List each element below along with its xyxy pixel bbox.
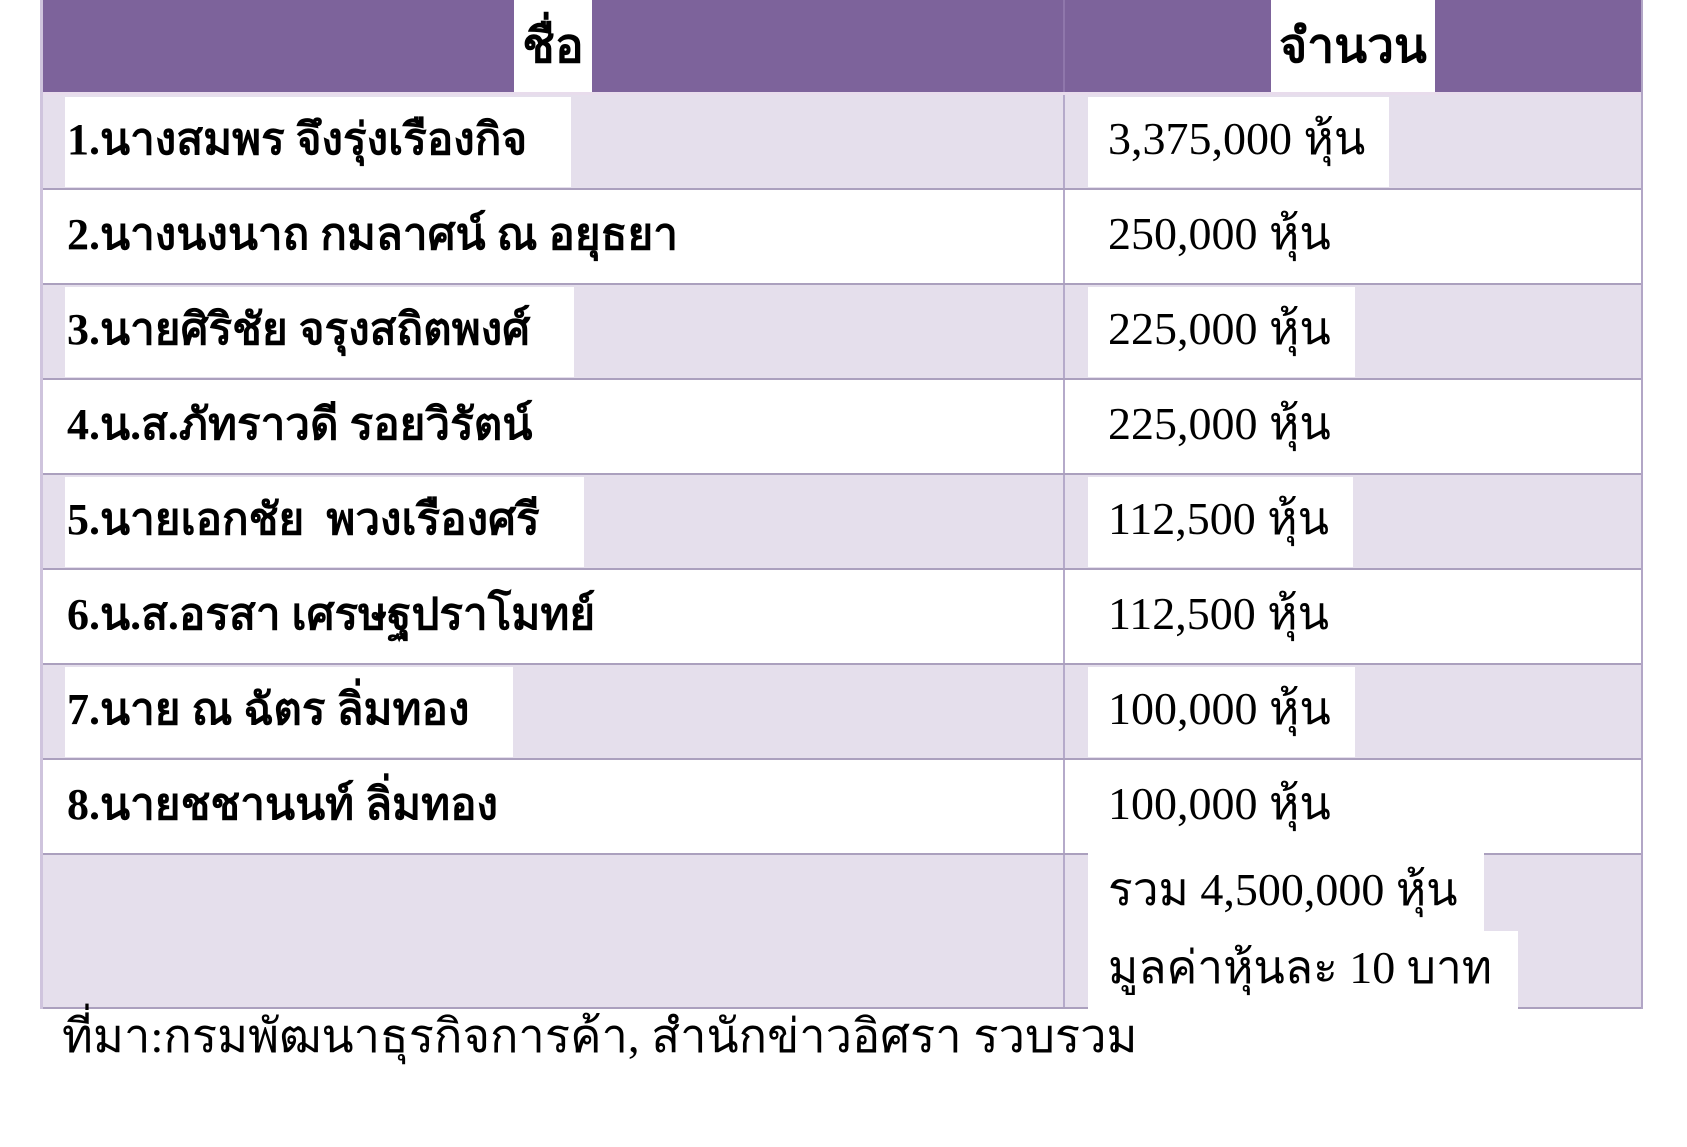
shareholder-table: ชื่อ จำนวน 1.นางสมพร จึงรุ่งเรืองกิจ 3,3… <box>40 0 1643 1009</box>
share-amount: 100,000 หุ้น <box>1088 666 1355 757</box>
amount-cell: 100,000 หุ้น <box>1063 665 1641 758</box>
summary-total-shares: รวม 4,500,000 หุ้น <box>1088 853 1484 931</box>
name-cell: 7.นาย ณ ฉัตร ลิ่มทอง <box>43 665 1063 758</box>
table-row: 3.นายศิริชัย จรุงสถิตพงศ์ 225,000 หุ้น <box>43 285 1641 380</box>
share-amount: 3,375,000 หุ้น <box>1088 96 1390 187</box>
name-cell: 1.นางสมพร จึงรุ่งเรืองกิจ <box>43 95 1063 188</box>
summary-row: รวม 4,500,000 หุ้น มูลค่าหุ้นละ 10 บาท <box>43 853 1641 1009</box>
name-cell: 8.นายชชานนท์ ลิ่มทอง <box>43 760 1063 853</box>
summary-amount-cell: รวม 4,500,000 หุ้น มูลค่าหุ้นละ 10 บาท <box>1063 853 1641 1009</box>
table-row: 7.นาย ณ ฉัตร ลิ่มทอง 100,000 หุ้น <box>43 665 1641 760</box>
source-caption: ที่มา:กรมพัฒนาธุรกิจการค้า, สำนักข่าวอิศ… <box>62 1011 1138 1063</box>
table-row: 4.น.ส.ภัทราวดี รอยวิรัตน์ 225,000 หุ้น <box>43 380 1641 475</box>
table-row: 8.นายชชานนท์ ลิ่มทอง 100,000 หุ้น <box>43 760 1641 855</box>
name-cell: 5.นายเอกชัย พวงเรืองศรี <box>43 475 1063 568</box>
table-row: 6.น.ส.อรสา เศรษฐปราโมทย์ 112,500 หุ้น <box>43 570 1641 665</box>
share-amount: 250,000 หุ้น <box>1108 208 1331 259</box>
share-amount: 112,500 หุ้น <box>1108 588 1330 639</box>
shareholder-name: 4.น.ส.ภัทราวดี รอยวิรัตน์ <box>67 399 533 449</box>
share-amount: 225,000 หุ้น <box>1088 286 1355 377</box>
table-row: 5.นายเอกชัย พวงเรืองศรี 112,500 หุ้น <box>43 475 1641 570</box>
amount-cell: 225,000 หุ้น <box>1063 285 1641 378</box>
shareholder-name: 8.นายชชานนท์ ลิ่มทอง <box>67 779 499 829</box>
share-amount: 112,500 หุ้น <box>1088 476 1354 567</box>
shareholder-name: 2.นางนงนาถ กมลาศน์ ณ อยุธยา <box>67 209 678 259</box>
amount-cell: 3,375,000 หุ้น <box>1063 95 1641 188</box>
share-amount: 225,000 หุ้น <box>1108 398 1331 449</box>
shareholder-name: 5.นายเอกชัย พวงเรืองศรี <box>65 476 584 567</box>
amount-cell: 250,000 หุ้น <box>1063 190 1641 283</box>
name-cell: 6.น.ส.อรสา เศรษฐปราโมทย์ <box>43 570 1063 663</box>
amount-cell: 100,000 หุ้น <box>1063 760 1641 853</box>
column-header-name-label: ชื่อ <box>514 0 592 92</box>
shareholder-name: 7.นาย ณ ฉัตร ลิ่มทอง <box>65 666 514 757</box>
name-cell: 2.นางนงนาถ กมลาศน์ ณ อยุธยา <box>43 190 1063 283</box>
column-header-amount-label: จำนวน <box>1271 0 1435 92</box>
summary-par-value: มูลค่าหุ้นละ 10 บาท <box>1088 931 1519 1009</box>
column-header-amount: จำนวน <box>1063 0 1641 92</box>
table-row: 2.นางนงนาถ กมลาศน์ ณ อยุธยา 250,000 หุ้น <box>43 190 1641 285</box>
name-cell: 4.น.ส.ภัทราวดี รอยวิรัตน์ <box>43 380 1063 473</box>
amount-cell: 112,500 หุ้น <box>1063 475 1641 568</box>
share-amount: 100,000 หุ้น <box>1108 778 1331 829</box>
shareholder-name: 6.น.ส.อรสา เศรษฐปราโมทย์ <box>67 589 596 639</box>
amount-cell: 225,000 หุ้น <box>1063 380 1641 473</box>
shareholder-name: 3.นายศิริชัย จรุงสถิตพงศ์ <box>65 286 575 377</box>
table-header-row: ชื่อ จำนวน <box>43 0 1641 95</box>
shareholder-name: 1.นางสมพร จึงรุ่งเรืองกิจ <box>65 96 572 187</box>
column-header-name: ชื่อ <box>43 0 1063 92</box>
summary-empty-cell <box>43 855 1063 1007</box>
amount-cell: 112,500 หุ้น <box>1063 570 1641 663</box>
name-cell: 3.นายศิริชัย จรุงสถิตพงศ์ <box>43 285 1063 378</box>
table-row: 1.นางสมพร จึงรุ่งเรืองกิจ 3,375,000 หุ้น <box>43 95 1641 190</box>
